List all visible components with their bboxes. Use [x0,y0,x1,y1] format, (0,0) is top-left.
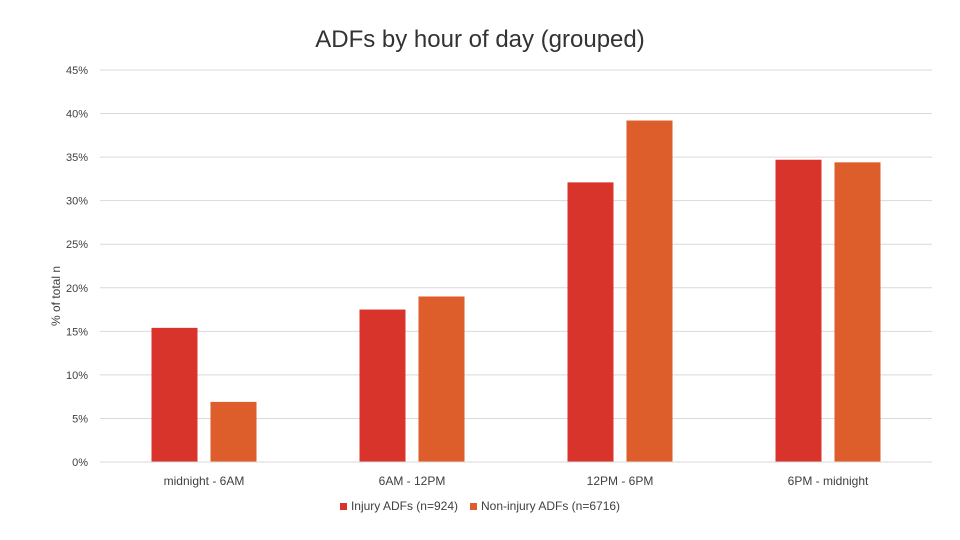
y-tick-label: 30% [66,196,88,208]
bar-injury [359,309,406,462]
chart-title: ADFs by hour of day (grouped) [315,26,645,53]
x-tick-label: 6PM - midnight [788,474,869,488]
bar-injury [567,182,614,462]
y-tick-label: 35% [66,152,88,164]
bar-non-injury [418,296,465,462]
bar-non-injury [834,162,881,463]
legend-swatch-non-injury [469,502,477,510]
legend-item-injury: Injury ADFs (n=924) [339,499,458,513]
y-tick-label: 25% [66,239,88,251]
bar-injury [151,327,198,462]
y-tick-label: 10% [66,370,88,382]
legend-label-non-injury: Non-injury ADFs (n=6716) [480,499,621,513]
legend-item-non-injury: Non-injury ADFs (n=6716) [469,499,621,513]
y-axis-label: % of total n [49,266,63,326]
bar-injury [775,159,822,463]
y-tick-label: 45% [66,65,88,77]
y-tick-label: 15% [66,326,88,338]
x-tick-label: 12PM - 6PM [587,474,654,488]
x-tick-label: 6AM - 12PM [379,474,446,488]
x-tick-label: midnight - 6AM [164,474,245,488]
y-tick-label: 40% [66,109,88,121]
y-tick-label: 0% [72,457,88,469]
legend: Injury ADFs (n=924) Non-injury ADFs (n=6… [0,499,960,513]
legend-label-injury: Injury ADFs (n=924) [350,499,458,513]
legend-swatch-injury [339,502,347,510]
bar-non-injury [626,120,673,462]
y-tick-label: 20% [66,283,88,295]
bar-non-injury [210,401,257,462]
y-tick-label: 5% [72,413,88,425]
